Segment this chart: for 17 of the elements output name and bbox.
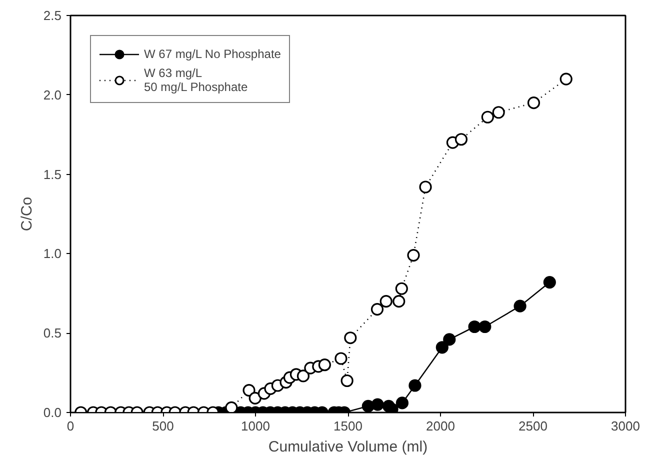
x-axis-title: Cumulative Volume (ml) <box>268 438 428 456</box>
x-tick-label: 0 <box>66 418 74 434</box>
y-tick-label: 1.0 <box>43 246 62 262</box>
y-tick-label: 1.5 <box>43 166 62 182</box>
y-tick-label: 2.0 <box>43 87 62 102</box>
y-tick-label: 2.5 <box>43 8 62 23</box>
x-tick-label: 3000 <box>611 418 640 434</box>
x-tick-label: 500 <box>152 418 174 434</box>
y-axis-title: C/Co <box>18 196 36 232</box>
x-tick-label: 2500 <box>518 418 548 434</box>
x-tick-label: 1500 <box>334 418 362 434</box>
x-tick-label: 2000 <box>426 418 455 434</box>
x-tick-label: 1000 <box>241 418 270 434</box>
legend-label: W 67 mg/L No Phosphate <box>144 47 281 61</box>
legend-label: W 63 mg/L 50 mg/L Phosphate <box>144 66 248 94</box>
y-tick-label: 0.5 <box>43 326 62 341</box>
y-tick-label: 0.0 <box>43 405 62 420</box>
